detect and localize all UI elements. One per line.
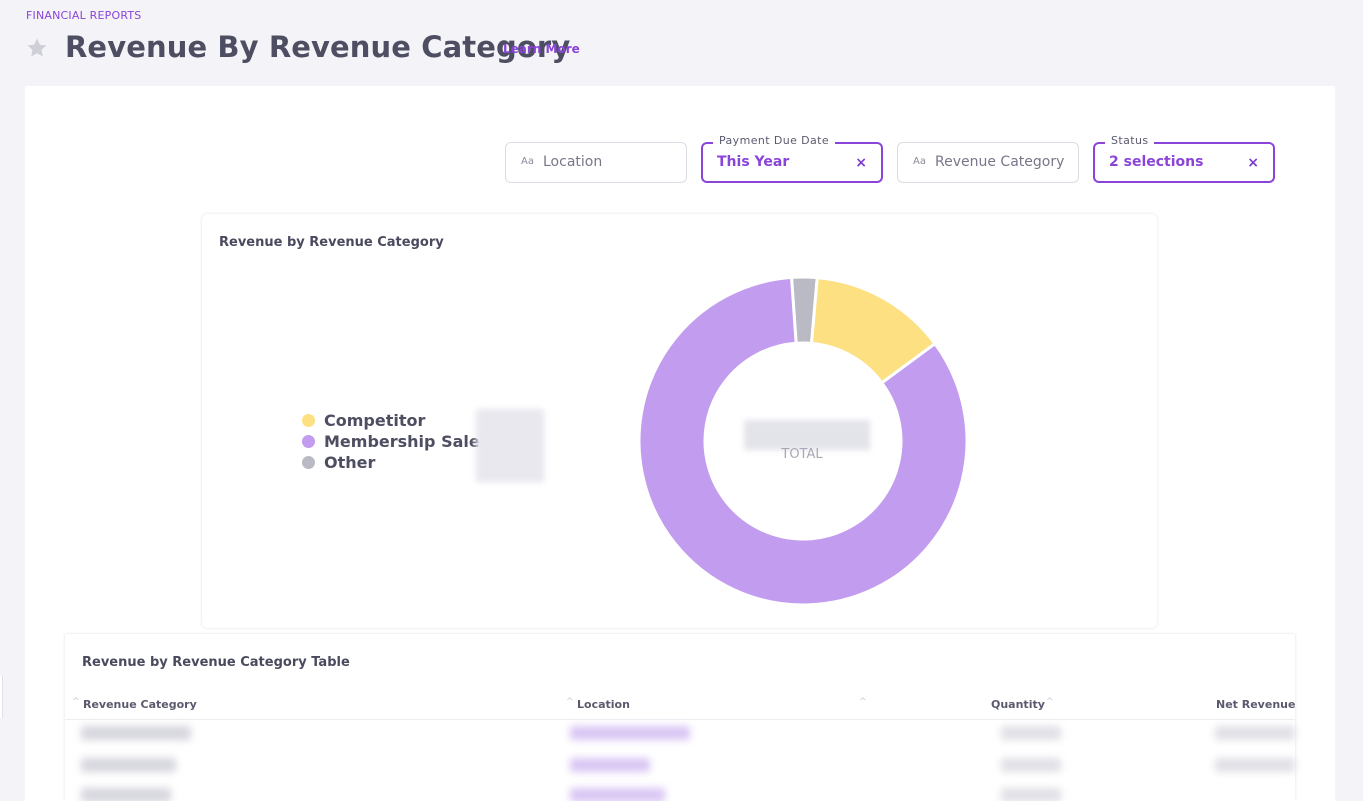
- chart-legend: Competitor Membership Sales Other: [302, 410, 489, 473]
- redacted-table-cell: [81, 726, 191, 740]
- legend-item-other[interactable]: Other: [302, 452, 489, 473]
- donut-slice-membership-sales[interactable]: [638, 276, 968, 606]
- clear-icon[interactable]: ×: [1247, 155, 1259, 171]
- sort-icon[interactable]: ^: [566, 697, 574, 707]
- chart-title: Revenue by Revenue Category: [219, 235, 444, 250]
- legend-label: Competitor: [324, 411, 426, 430]
- payment-due-date-filter[interactable]: Payment Due Date This Year ×: [701, 134, 883, 183]
- scroll-edge: [0, 676, 3, 718]
- column-header-revenue-category[interactable]: Revenue Category: [83, 698, 197, 711]
- revenue-category-filter[interactable]: Aa Revenue Category: [897, 142, 1079, 183]
- legend-label: Other: [324, 453, 376, 472]
- text-type-icon: Aa: [521, 156, 534, 167]
- payment-due-date-value: This Year: [717, 154, 790, 170]
- sort-icon[interactable]: ^: [859, 697, 867, 707]
- redacted-legend-values: [476, 409, 544, 482]
- redacted-table-cell: [570, 758, 650, 772]
- clear-icon[interactable]: ×: [855, 155, 867, 171]
- status-filter[interactable]: Status 2 selections ×: [1093, 134, 1275, 183]
- legend-swatch: [302, 414, 315, 427]
- legend-label: Membership Sales: [324, 432, 490, 451]
- sort-icon[interactable]: ^: [72, 697, 80, 707]
- learn-more-link[interactable]: Learn More: [503, 42, 580, 56]
- column-header-net-revenue[interactable]: Net Revenue: [1216, 698, 1296, 711]
- donut-chart: [638, 276, 968, 606]
- table-header-divider: [65, 719, 1295, 720]
- redacted-table-cell: [570, 726, 690, 740]
- legend-item-competitor[interactable]: Competitor: [302, 410, 489, 431]
- redacted-table-cell: [81, 788, 171, 801]
- sort-icon[interactable]: ^: [1046, 697, 1054, 707]
- redacted-table-cell: [81, 758, 176, 772]
- status-label: Status: [1105, 134, 1155, 147]
- redacted-total-value: [744, 420, 870, 450]
- redacted-table-cell: [1001, 788, 1061, 801]
- redacted-table-cell: [570, 788, 665, 801]
- redacted-table-cell: [1215, 758, 1295, 772]
- payment-due-date-label: Payment Due Date: [713, 134, 836, 147]
- legend-swatch: [302, 435, 315, 448]
- table-card: Revenue by Revenue Category Table ^ Reve…: [65, 634, 1295, 801]
- column-header-quantity[interactable]: Quantity: [991, 698, 1045, 711]
- table-title: Revenue by Revenue Category Table: [82, 655, 350, 670]
- column-header-location[interactable]: Location: [577, 698, 630, 711]
- revenue-category-filter-placeholder: Revenue Category: [935, 154, 1065, 170]
- legend-swatch: [302, 456, 315, 469]
- legend-item-membership-sales[interactable]: Membership Sales: [302, 431, 489, 452]
- redacted-table-cell: [1001, 726, 1061, 740]
- page-title: Revenue By Revenue Category: [65, 30, 571, 64]
- chart-card: Revenue by Revenue Category Competitor M…: [202, 214, 1157, 628]
- location-filter[interactable]: Aa Location: [505, 142, 687, 183]
- status-value: 2 selections: [1109, 154, 1204, 170]
- total-label: TOTAL: [781, 447, 823, 462]
- redacted-table-cell: [1215, 726, 1295, 740]
- breadcrumb[interactable]: FINANCIAL REPORTS: [26, 9, 142, 22]
- location-filter-placeholder: Location: [543, 154, 603, 170]
- star-icon[interactable]: [25, 36, 49, 60]
- redacted-table-cell: [1001, 758, 1061, 772]
- text-type-icon: Aa: [913, 156, 926, 167]
